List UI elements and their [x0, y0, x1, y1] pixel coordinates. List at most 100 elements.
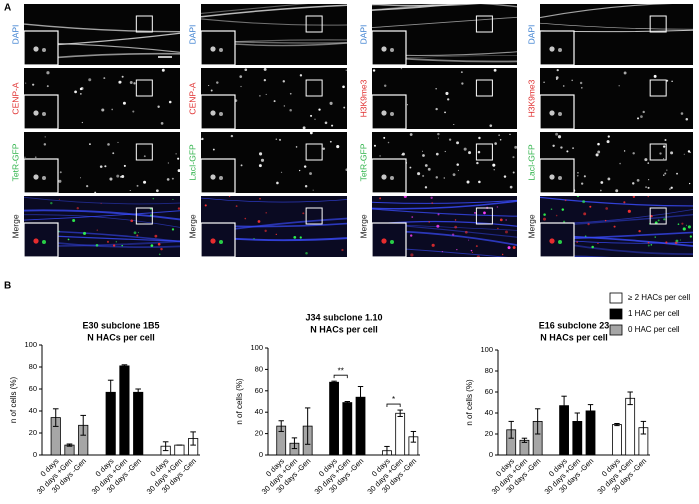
y-tick-label: 20 [255, 429, 263, 438]
inset-spot [33, 110, 39, 116]
spot [557, 135, 562, 139]
spot [452, 173, 456, 177]
spot [437, 213, 440, 216]
y-tick-label: 40 [255, 407, 263, 416]
spot [372, 69, 376, 72]
spot [637, 117, 640, 120]
spot [474, 212, 476, 214]
fiber [372, 208, 517, 217]
spot [133, 82, 136, 85]
error-bar [410, 430, 417, 443]
spot [263, 68, 267, 71]
spot [81, 121, 83, 124]
inset-spot [549, 174, 555, 180]
spot [607, 135, 610, 138]
spot [457, 169, 459, 171]
spot [100, 202, 102, 205]
spot [618, 85, 620, 87]
inset-spot [549, 46, 555, 52]
spot [80, 177, 82, 179]
spot [324, 121, 328, 125]
inset-spot [390, 240, 394, 244]
spot [204, 204, 207, 207]
spot [150, 244, 154, 247]
roi-box [475, 79, 493, 97]
inset-spot [558, 240, 562, 244]
spot [556, 68, 559, 72]
spot [289, 92, 292, 95]
spot [454, 219, 457, 221]
spot [58, 230, 60, 233]
spot [443, 177, 445, 179]
error-bar [521, 437, 528, 443]
spot [228, 196, 231, 198]
spot [674, 241, 678, 245]
spot [99, 165, 103, 168]
spot [584, 235, 587, 237]
spot [444, 150, 446, 153]
spot [579, 81, 583, 85]
inset [201, 30, 236, 65]
spot [475, 245, 478, 248]
spot [499, 139, 502, 141]
inset-spot [33, 238, 39, 244]
spot [121, 244, 123, 247]
error-bar [534, 408, 541, 435]
fiber [372, 4, 449, 11]
spot [471, 251, 473, 253]
spot [88, 78, 92, 82]
spot [305, 251, 308, 255]
spot [276, 181, 279, 185]
micrograph [201, 132, 347, 193]
spot [555, 214, 558, 217]
inset [201, 94, 236, 129]
spot [470, 249, 473, 252]
spot [542, 217, 547, 221]
legend-swatch [609, 292, 623, 304]
spot [686, 224, 688, 226]
spot [239, 75, 243, 78]
legend-swatch [609, 308, 623, 320]
spot [623, 150, 626, 152]
spot [275, 138, 278, 141]
spot [275, 233, 277, 236]
y-tick-label: 40 [485, 408, 493, 417]
spot [171, 177, 174, 180]
spot [46, 85, 49, 88]
micrograph [540, 132, 693, 193]
error-bar [614, 423, 620, 427]
micrograph [540, 68, 693, 129]
channel-label: LacI-GFP [187, 144, 197, 181]
error-bar [561, 395, 567, 416]
fiber [24, 210, 180, 221]
spot [648, 179, 650, 181]
spot [493, 68, 497, 72]
spot [177, 207, 180, 210]
spot [154, 234, 158, 238]
spot [283, 105, 286, 107]
spot [654, 221, 658, 225]
error-bar [357, 386, 364, 409]
spot [424, 164, 428, 167]
roi-box [305, 207, 323, 225]
spot [258, 164, 262, 168]
spot [345, 168, 347, 172]
spot [681, 222, 684, 225]
inset [540, 94, 575, 129]
spot [103, 77, 106, 80]
spot [329, 101, 333, 105]
spot [647, 196, 649, 198]
y-axis-label: n of cells (%) [465, 379, 474, 426]
spot [444, 111, 446, 114]
fiber [372, 199, 517, 204]
spot [556, 78, 558, 80]
spot [677, 223, 680, 225]
spot [208, 84, 210, 87]
roi-box [649, 207, 667, 225]
spot [647, 162, 650, 164]
channel-label: Merge [10, 214, 20, 238]
micrograph [540, 4, 693, 65]
spot [555, 76, 559, 79]
inset [372, 222, 407, 257]
spot [123, 164, 126, 167]
